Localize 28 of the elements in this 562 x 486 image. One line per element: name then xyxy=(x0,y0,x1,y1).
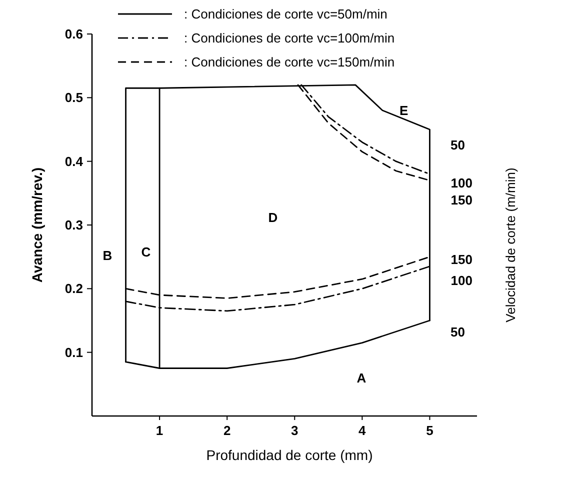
annotation: 150 xyxy=(450,192,472,208)
annotation: 150 xyxy=(450,252,472,267)
y-tick-label: 0.4 xyxy=(64,154,84,169)
x-tick-label: 5 xyxy=(426,423,434,438)
legend-label: : Condiciones de corte vc=100m/min xyxy=(184,30,395,46)
annotation: A xyxy=(356,370,367,386)
annotation: E xyxy=(400,102,409,118)
legend-label: : Condiciones de corte vc=50m/min xyxy=(184,6,388,22)
x-tick-label: 4 xyxy=(358,423,367,438)
x-tick-label: 1 xyxy=(156,423,164,438)
y-tick-label: 0.2 xyxy=(64,281,83,296)
y-tick-label: 0.3 xyxy=(64,218,83,233)
annotation: 100 xyxy=(450,176,472,191)
annotation: B xyxy=(102,248,112,264)
annotation: 100 xyxy=(450,272,472,288)
annotation: D xyxy=(268,210,278,225)
y2-axis-title: Velocidad de corte (m/min) xyxy=(503,168,518,322)
annotation: 50 xyxy=(450,137,465,152)
y-tick-label: 0.1 xyxy=(64,344,83,360)
annotation: C xyxy=(141,244,152,260)
y-tick-label: 0.6 xyxy=(64,26,83,42)
y-tick-label: 0.5 xyxy=(64,90,83,106)
x-axis-title: Profundidad de corte (mm) xyxy=(206,447,373,463)
annotation: 50 xyxy=(450,324,465,340)
y-axis-title: Avance (mm/rev.) xyxy=(29,167,45,283)
legend-label: : Condiciones de corte vc=150m/min xyxy=(184,54,395,70)
x-tick-label: 3 xyxy=(291,423,298,438)
x-tick-label: 2 xyxy=(223,423,231,438)
